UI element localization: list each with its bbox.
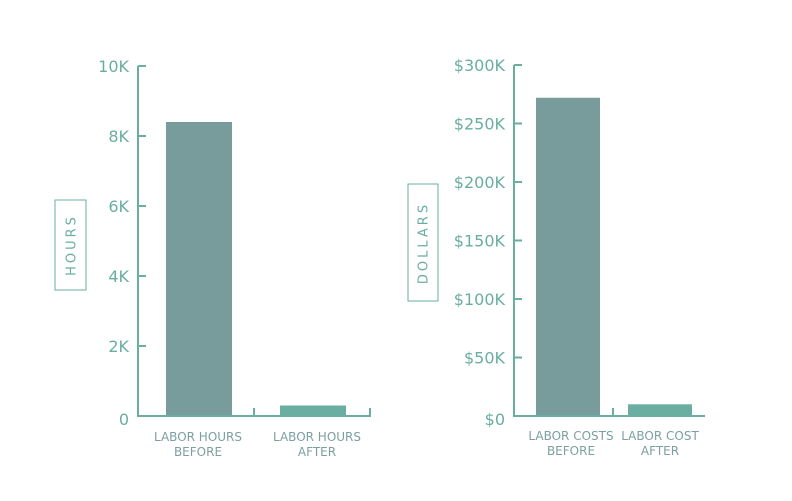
y-tick-label: $0: [485, 410, 505, 429]
bar-after: [628, 404, 692, 416]
x-category-label: LABOR HOURS: [273, 430, 361, 444]
bar-before: [536, 97, 600, 416]
y-tick-label: $100K: [454, 290, 506, 309]
x-category-label: AFTER: [641, 444, 679, 458]
y-tick-label: 0: [119, 410, 129, 429]
y-tick-label: 10K: [98, 57, 129, 76]
y-tick-label: $300K: [454, 56, 506, 75]
y-axis-label: DOLLARS: [417, 202, 432, 284]
bar-before: [166, 122, 232, 416]
bar-after: [280, 405, 346, 416]
y-axis-label-box: [54, 199, 87, 291]
x-category-label: BEFORE: [547, 444, 595, 458]
y-tick-label: $150K: [454, 232, 506, 251]
x-category-label: LABOR HOURS: [154, 430, 242, 444]
y-axis-label: HOURS: [65, 214, 80, 276]
y-tick-label: 2K: [108, 337, 129, 356]
x-category-label: AFTER: [298, 445, 336, 459]
y-tick-label: $50K: [464, 349, 506, 368]
y-tick-label: $200K: [454, 173, 506, 192]
y-tick-label: 6K: [108, 197, 129, 216]
chart-2: $0 $50K $100K $150K $200K $250K $300K LABOR COS…: [407, 56, 705, 458]
y-tick-label: $250K: [454, 115, 506, 134]
y-axis-label-box: [407, 183, 439, 302]
x-category-label: LABOR COST: [621, 429, 699, 443]
y-tick-label: 8K: [108, 127, 129, 146]
y-tick-label: 4K: [108, 267, 129, 286]
x-category-label: BEFORE: [174, 445, 222, 459]
x-category-label: LABOR COSTS: [528, 429, 613, 443]
